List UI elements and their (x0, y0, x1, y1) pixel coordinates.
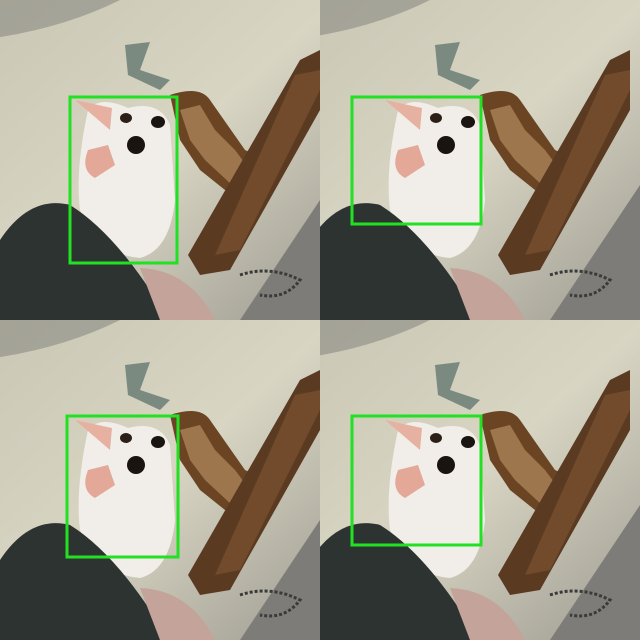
panel (320, 320, 640, 640)
panel (320, 0, 640, 320)
bounding-box (350, 414, 483, 547)
panel (0, 320, 320, 640)
bounding-box (68, 95, 179, 265)
panel (0, 0, 320, 320)
bounding-box (350, 95, 483, 226)
bounding-box (65, 414, 180, 559)
